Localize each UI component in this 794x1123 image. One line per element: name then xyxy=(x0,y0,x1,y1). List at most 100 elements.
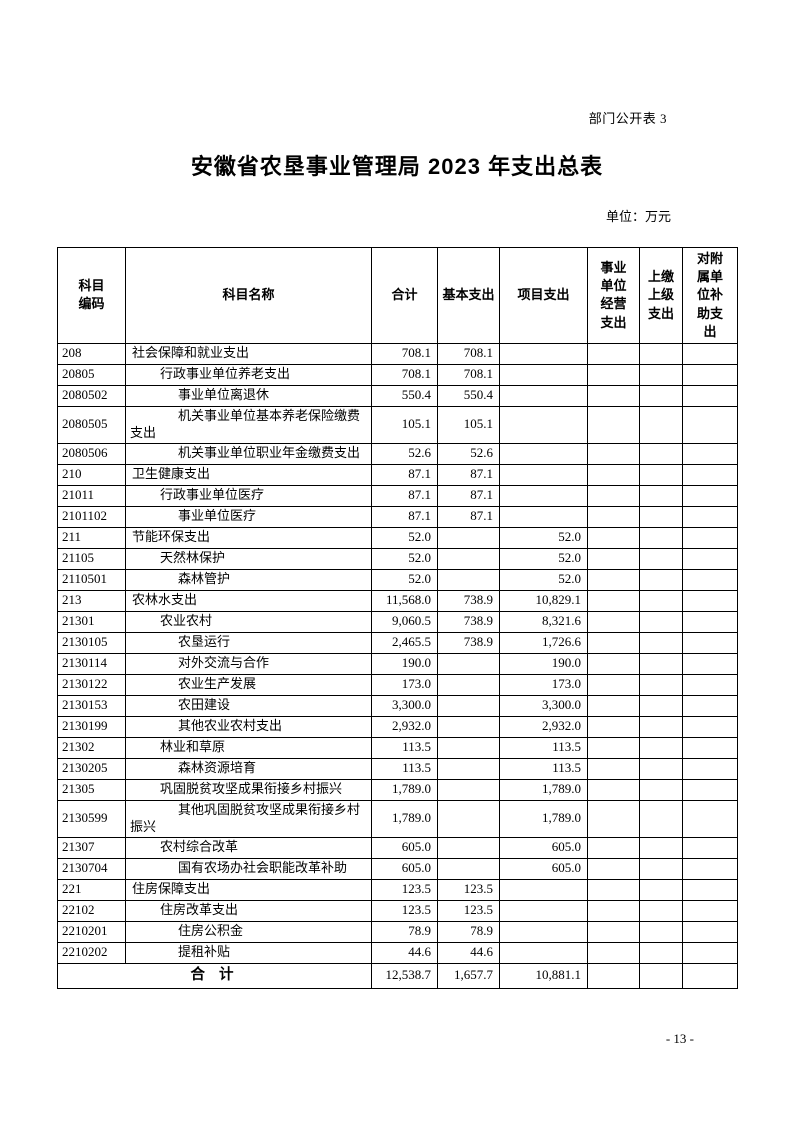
code-cell: 22102 xyxy=(57,899,126,922)
amount-cell xyxy=(639,736,683,759)
amount-cell: 738.9 xyxy=(437,589,500,612)
table-row: 21302 林业和草原 113.5 113.5 xyxy=(57,736,738,759)
amount-cell: 173.0 xyxy=(499,673,588,696)
amount-cell: 105.1 xyxy=(437,405,500,444)
name-cell: 机关事业单位职业年金缴费支出 xyxy=(125,442,372,465)
amount-cell xyxy=(682,778,738,801)
amount-cell xyxy=(437,715,500,738)
name-cell: 森林资源培育 xyxy=(125,757,372,780)
amount-cell xyxy=(499,442,588,465)
amount-cell xyxy=(639,878,683,901)
code-cell: 2130704 xyxy=(57,857,126,880)
total-amount-cell: 12,538.7 xyxy=(371,962,438,989)
amount-cell xyxy=(587,757,640,780)
amount-cell xyxy=(587,878,640,901)
amount-cell xyxy=(682,836,738,859)
amount-cell: 123.5 xyxy=(437,899,500,922)
amount-cell xyxy=(682,715,738,738)
corner-label: 部门公开表 3 xyxy=(588,111,667,126)
amount-cell xyxy=(587,342,640,365)
name-cell: 农业农村 xyxy=(125,610,372,633)
unit-label: 单位：万元 xyxy=(605,209,671,224)
table-row: 2130199 其他农业农村支出 2,932.0 2,932.0 xyxy=(57,715,738,738)
amount-cell xyxy=(587,778,640,801)
amount-cell xyxy=(682,899,738,922)
code-cell: 2110501 xyxy=(57,568,126,591)
amount-cell: 1,789.0 xyxy=(499,799,588,838)
amount-cell xyxy=(682,878,738,901)
amount-cell xyxy=(587,673,640,696)
table-row: 2210201 住房公积金 78.9 78.9 xyxy=(57,920,738,943)
amount-cell: 87.1 xyxy=(371,463,438,486)
amount-cell xyxy=(437,857,500,880)
total-label: 合 计 xyxy=(57,962,372,989)
total-amount-cell xyxy=(587,962,640,989)
amount-cell: 9,060.5 xyxy=(371,610,438,633)
column-header: 基本支出 xyxy=(437,247,500,344)
table-row: 21105 天然林保护 52.0 52.0 xyxy=(57,547,738,570)
amount-cell xyxy=(437,694,500,717)
code-cell: 2101102 xyxy=(57,505,126,528)
amount-cell: 190.0 xyxy=(499,652,588,675)
amount-cell: 708.1 xyxy=(437,363,500,386)
amount-cell xyxy=(639,484,683,507)
table-row: 2110501 森林管护 52.0 52.0 xyxy=(57,568,738,591)
amount-cell xyxy=(499,363,588,386)
amount-cell xyxy=(682,857,738,880)
amount-cell xyxy=(639,836,683,859)
amount-cell xyxy=(437,836,500,859)
amount-cell: 550.4 xyxy=(371,384,438,407)
amount-cell: 123.5 xyxy=(437,878,500,901)
amount-cell xyxy=(587,589,640,612)
amount-cell xyxy=(499,463,588,486)
amount-cell xyxy=(682,405,738,444)
table-row: 2130599 其他巩固脱贫攻坚成果衔接乡村振兴 1,789.0 1,789.0 xyxy=(57,799,738,838)
table-row: 221 住房保障支出 123.5 123.5 xyxy=(57,878,738,901)
amount-cell xyxy=(587,610,640,633)
amount-cell: 605.0 xyxy=(371,836,438,859)
amount-cell xyxy=(682,631,738,654)
total-amount-cell xyxy=(682,962,738,989)
amount-cell: 52.0 xyxy=(499,547,588,570)
code-cell: 21011 xyxy=(57,484,126,507)
amount-cell xyxy=(587,442,640,465)
amount-cell xyxy=(587,694,640,717)
amount-cell xyxy=(639,857,683,880)
name-cell: 其他巩固脱贫攻坚成果衔接乡村振兴 xyxy=(125,799,372,838)
amount-cell: 52.0 xyxy=(371,547,438,570)
amount-cell xyxy=(639,589,683,612)
amount-cell xyxy=(682,547,738,570)
amount-cell xyxy=(682,505,738,528)
name-cell: 农垦运行 xyxy=(125,631,372,654)
code-cell: 2130599 xyxy=(57,799,126,838)
amount-cell xyxy=(499,505,588,528)
code-cell: 2130122 xyxy=(57,673,126,696)
amount-cell: 550.4 xyxy=(437,384,500,407)
amount-cell: 52.0 xyxy=(371,568,438,591)
table-row: 211 节能环保支出 52.0 52.0 xyxy=(57,526,738,549)
amount-cell xyxy=(499,899,588,922)
amount-cell: 3,300.0 xyxy=(499,694,588,717)
table-row: 2080506 机关事业单位职业年金缴费支出 52.6 52.6 xyxy=(57,442,738,465)
column-header: 对附 属单 位补 助支 出 xyxy=(682,247,738,344)
amount-cell: 52.6 xyxy=(371,442,438,465)
code-cell: 21105 xyxy=(57,547,126,570)
amount-cell xyxy=(437,568,500,591)
amount-cell: 708.1 xyxy=(437,342,500,365)
name-cell: 机关事业单位基本养老保险缴费支出 xyxy=(125,405,372,444)
name-cell: 事业单位离退休 xyxy=(125,384,372,407)
amount-cell: 173.0 xyxy=(371,673,438,696)
amount-cell xyxy=(682,484,738,507)
amount-cell xyxy=(437,757,500,780)
amount-cell: 605.0 xyxy=(499,857,588,880)
amount-cell: 10,829.1 xyxy=(499,589,588,612)
code-cell: 213 xyxy=(57,589,126,612)
amount-cell xyxy=(682,568,738,591)
amount-cell xyxy=(639,526,683,549)
table-row: 2130205 森林资源培育 113.5 113.5 xyxy=(57,757,738,780)
amount-cell: 1,789.0 xyxy=(499,778,588,801)
amount-cell xyxy=(639,384,683,407)
amount-cell xyxy=(437,526,500,549)
amount-cell: 113.5 xyxy=(371,736,438,759)
column-header: 上缴 上级 支出 xyxy=(639,247,683,344)
